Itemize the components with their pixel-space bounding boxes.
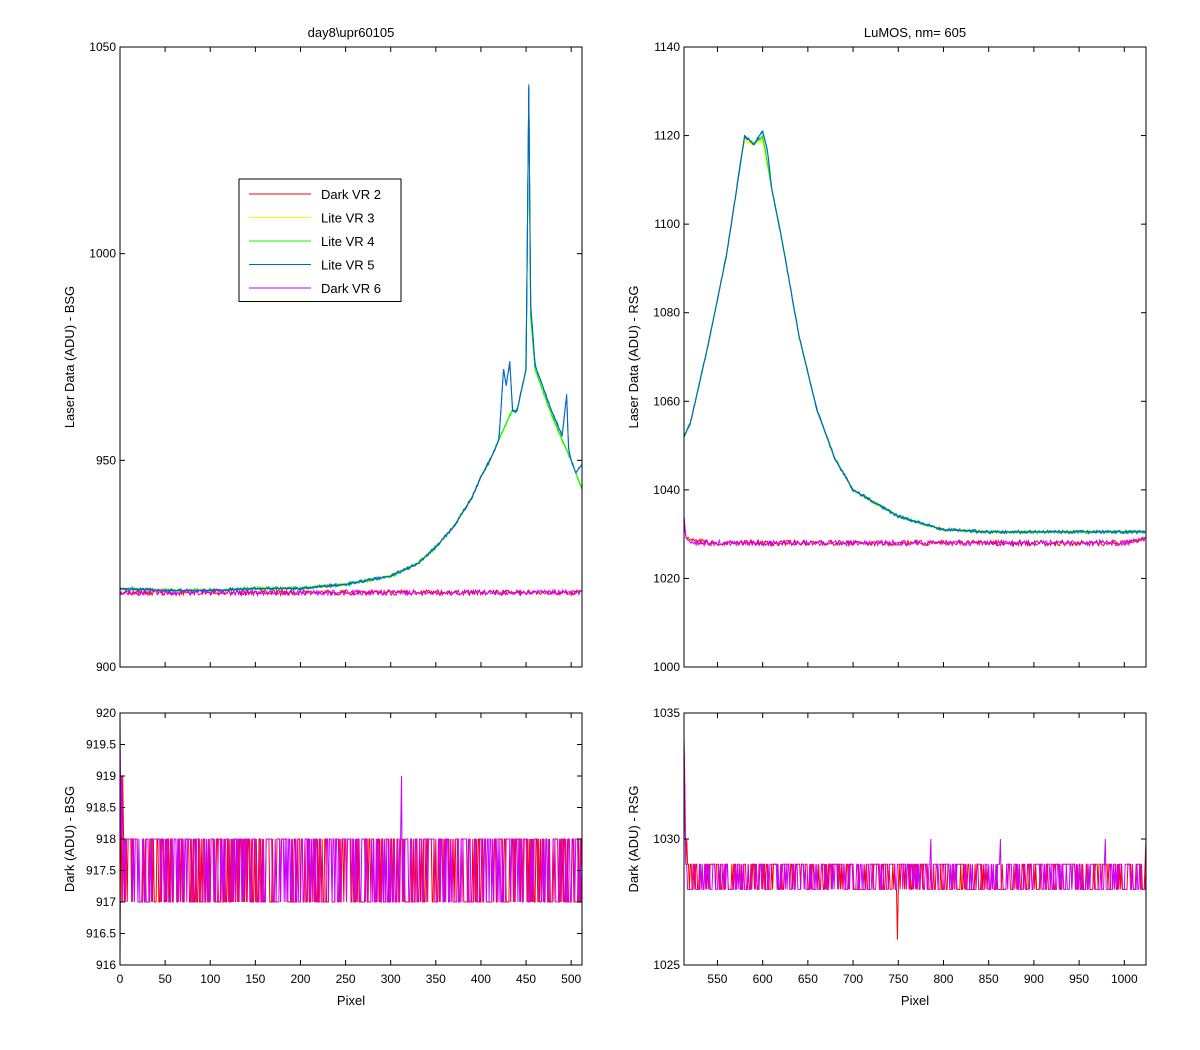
y-tick-label: 917 <box>96 895 116 909</box>
y-tick-label: 1000 <box>653 660 680 674</box>
x-tick-label: 900 <box>1024 972 1044 986</box>
x-tick-label: 0 <box>117 972 124 986</box>
y-tick-label: 916.5 <box>86 927 116 941</box>
series-dark-vr-2 <box>120 775 582 965</box>
legend-label: Lite VR 4 <box>321 234 374 249</box>
y-tick-label: 919.5 <box>86 738 116 752</box>
x-tick-label: 1000 <box>1111 972 1138 986</box>
series-layer <box>120 713 582 965</box>
x-tick-label: 700 <box>843 972 863 986</box>
y-tick-label: 1030 <box>653 832 680 846</box>
y-tick-label: 916 <box>96 958 116 972</box>
y-tick-label: 1120 <box>654 129 680 143</box>
x-tick-label: 800 <box>933 972 953 986</box>
plot-area <box>684 47 1146 667</box>
y-axis-label: Dark (ADU) - BSG <box>62 786 77 892</box>
y-tick-label: 1040 <box>653 483 680 497</box>
y-tick-label: 1140 <box>654 40 680 54</box>
y-tick-label: 950 <box>96 453 116 467</box>
y-tick-label: 1025 <box>653 958 680 972</box>
y-tick-label: 1100 <box>654 217 680 231</box>
series-layer <box>684 738 1146 940</box>
x-tick-label: 300 <box>381 972 401 986</box>
y-axis-label: Laser Data (ADU) - RSG <box>626 285 641 428</box>
y-tick-label: 918 <box>96 832 116 846</box>
chart-bottom-left: 0 50 100 150 200 250 300 350 400 450 500 916 916.5 91… <box>62 706 583 1008</box>
legend: Dark VR 2 Lite VR 3 Lite VR 4 Lite VR 5 Dark… <box>238 178 402 302</box>
y-axis-label: Dark (ADU) - RSG <box>626 786 641 893</box>
x-axis-label: Pixel <box>901 993 929 1008</box>
y-tick-label: 1060 <box>653 394 680 408</box>
legend-box <box>238 178 402 302</box>
series-dark-vr-6 <box>684 516 1146 548</box>
y-tick-label: 920 <box>96 706 116 720</box>
x-tick-label: 400 <box>471 972 491 986</box>
series-dark-vr-6 <box>120 713 582 903</box>
x-tick-label: 350 <box>426 972 446 986</box>
series-lite-vr-5-peaks <box>684 129 1146 533</box>
chart-title: day8\upr60105 <box>308 25 395 40</box>
y-tick-label: 900 <box>96 660 116 674</box>
chart-top-right: 1000 1020 1040 1060 1080 1100 1120 1140 LuMOS, n… <box>626 25 1147 674</box>
x-tick-label: 600 <box>753 972 773 986</box>
axes-box <box>119 46 583 668</box>
x-tick-label: 200 <box>290 972 310 986</box>
y-tick-label: 1000 <box>89 247 116 261</box>
y-axis-label: Laser Data (ADU) - BSG <box>62 286 77 428</box>
chart-title: LuMOS, nm= 605 <box>864 25 966 40</box>
chart-top-left: 900 950 1000 1050 day8\upr60105 Laser Data (A… <box>62 25 583 674</box>
y-tick-label: 918.5 <box>86 801 116 815</box>
x-tick-label: 250 <box>336 972 356 986</box>
plot-area <box>120 47 582 667</box>
x-tick-label: 550 <box>707 972 727 986</box>
y-tick-label: 1020 <box>653 571 680 585</box>
legend-label: Lite VR 3 <box>321 211 374 226</box>
x-tick-label: 50 <box>158 972 172 986</box>
series-layer <box>684 129 1146 548</box>
y-tick-label: 919 <box>96 769 116 783</box>
x-tick-label: 950 <box>1069 972 1089 986</box>
series-lite-vr-5-peaks <box>120 84 582 591</box>
x-tick-label: 100 <box>200 972 220 986</box>
series-layer <box>120 84 582 598</box>
x-tick-label: 650 <box>798 972 818 986</box>
x-tick-label: 150 <box>245 972 265 986</box>
plot-area <box>684 713 1146 965</box>
y-tick-label: 1035 <box>653 706 680 720</box>
x-tick-label: 450 <box>516 972 536 986</box>
x-tick-label: 500 <box>561 972 581 986</box>
x-tick-label: 850 <box>979 972 999 986</box>
x-tick-label: 750 <box>888 972 908 986</box>
legend-label: Dark VR 6 <box>321 281 381 296</box>
series-dark-vr-6 <box>120 588 582 598</box>
y-tick-label: 1050 <box>89 40 116 54</box>
x-axis-label: Pixel <box>337 993 365 1008</box>
y-tick-label: 917.5 <box>86 864 116 878</box>
chart-bottom-right: 550 600 650 700 750 800 850 900 950 1000 1025 1030 1… <box>626 706 1147 1008</box>
series-dark-vr-6 <box>684 738 1146 890</box>
axes-box <box>683 46 1147 668</box>
legend-label: Dark VR 2 <box>321 187 381 202</box>
legend-label: Lite VR 5 <box>321 258 374 273</box>
y-tick-label: 1080 <box>653 306 680 320</box>
